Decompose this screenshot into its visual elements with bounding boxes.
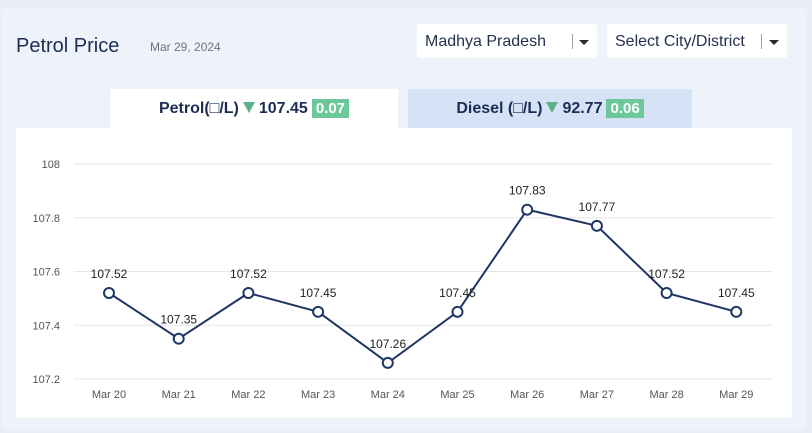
data-point: [172, 332, 185, 345]
data-point: [521, 203, 534, 216]
data-label: 107.45: [718, 286, 755, 300]
x-tick-label: Mar 26: [510, 389, 544, 401]
city-select[interactable]: Select City/District: [607, 24, 787, 58]
data-point: [730, 305, 743, 318]
diesel-tab-label: Diesel (□/L): [456, 100, 543, 117]
down-arrow-icon: [546, 102, 559, 114]
data-label: 107.52: [648, 267, 685, 281]
diesel-price: 92.77: [562, 100, 603, 117]
petrol-tab-label: Petrol(□/L): [158, 100, 239, 117]
data-point: [590, 219, 603, 232]
x-tick-label: Mar 28: [649, 389, 683, 401]
data-label: 107.52: [91, 267, 128, 281]
y-tick-label: 108: [42, 159, 60, 171]
data-label: 107.45: [439, 286, 476, 300]
data-point: [451, 305, 464, 318]
data-point: [103, 287, 115, 299]
chevron-down-icon: [769, 40, 779, 45]
x-tick-label: Mar 22: [231, 389, 265, 401]
chart-panel: [16, 128, 792, 418]
price-date: Mar 29, 2024: [150, 40, 221, 54]
y-tick-label: 107.8: [32, 213, 60, 225]
tab-diesel[interactable]: Diesel (□/L) 92.77 0.06: [408, 89, 692, 129]
data-label: 107.45: [300, 286, 337, 300]
tab-petrol[interactable]: Petrol(□/L) 107.45 0.07: [110, 89, 398, 129]
petrol-change-badge: 0.07: [311, 99, 350, 118]
series-line: [108, 208, 737, 365]
x-tick-label: Mar 29: [719, 389, 753, 401]
y-tick-label: 107.2: [32, 374, 60, 386]
data-label: 107.35: [160, 313, 197, 327]
y-tick-label: 107.4: [32, 320, 60, 332]
x-tick-label: Mar 20: [92, 389, 126, 401]
down-arrow-icon: [242, 102, 255, 114]
data-point: [381, 356, 394, 369]
data-label: 107.26: [369, 337, 406, 351]
x-tick-label: Mar 21: [162, 389, 196, 401]
state-select[interactable]: Madhya Pradesh: [417, 24, 597, 58]
page-title: Petrol Price: [16, 35, 120, 57]
data-label: 107.83: [509, 184, 546, 198]
diesel-change-badge: 0.06: [606, 99, 644, 118]
data-label: 107.52: [230, 267, 267, 281]
x-tick-label: Mar 27: [580, 389, 614, 401]
petrol-price: 107.45: [258, 100, 308, 117]
data-point: [312, 305, 325, 318]
x-tick-label: Mar 25: [440, 389, 474, 401]
data-point: [660, 287, 673, 299]
data-label: 107.77: [579, 200, 616, 214]
city-select-value: Select City/District: [615, 33, 745, 50]
y-tick-label: 107.6: [32, 267, 60, 279]
x-tick-label: Mar 23: [301, 389, 335, 401]
x-tick-label: Mar 24: [371, 389, 405, 401]
select-divider: [572, 34, 573, 49]
state-select-value: Madhya Pradesh: [425, 33, 546, 50]
data-point: [242, 287, 255, 299]
select-divider: [761, 34, 762, 49]
chevron-down-icon: [579, 40, 589, 45]
